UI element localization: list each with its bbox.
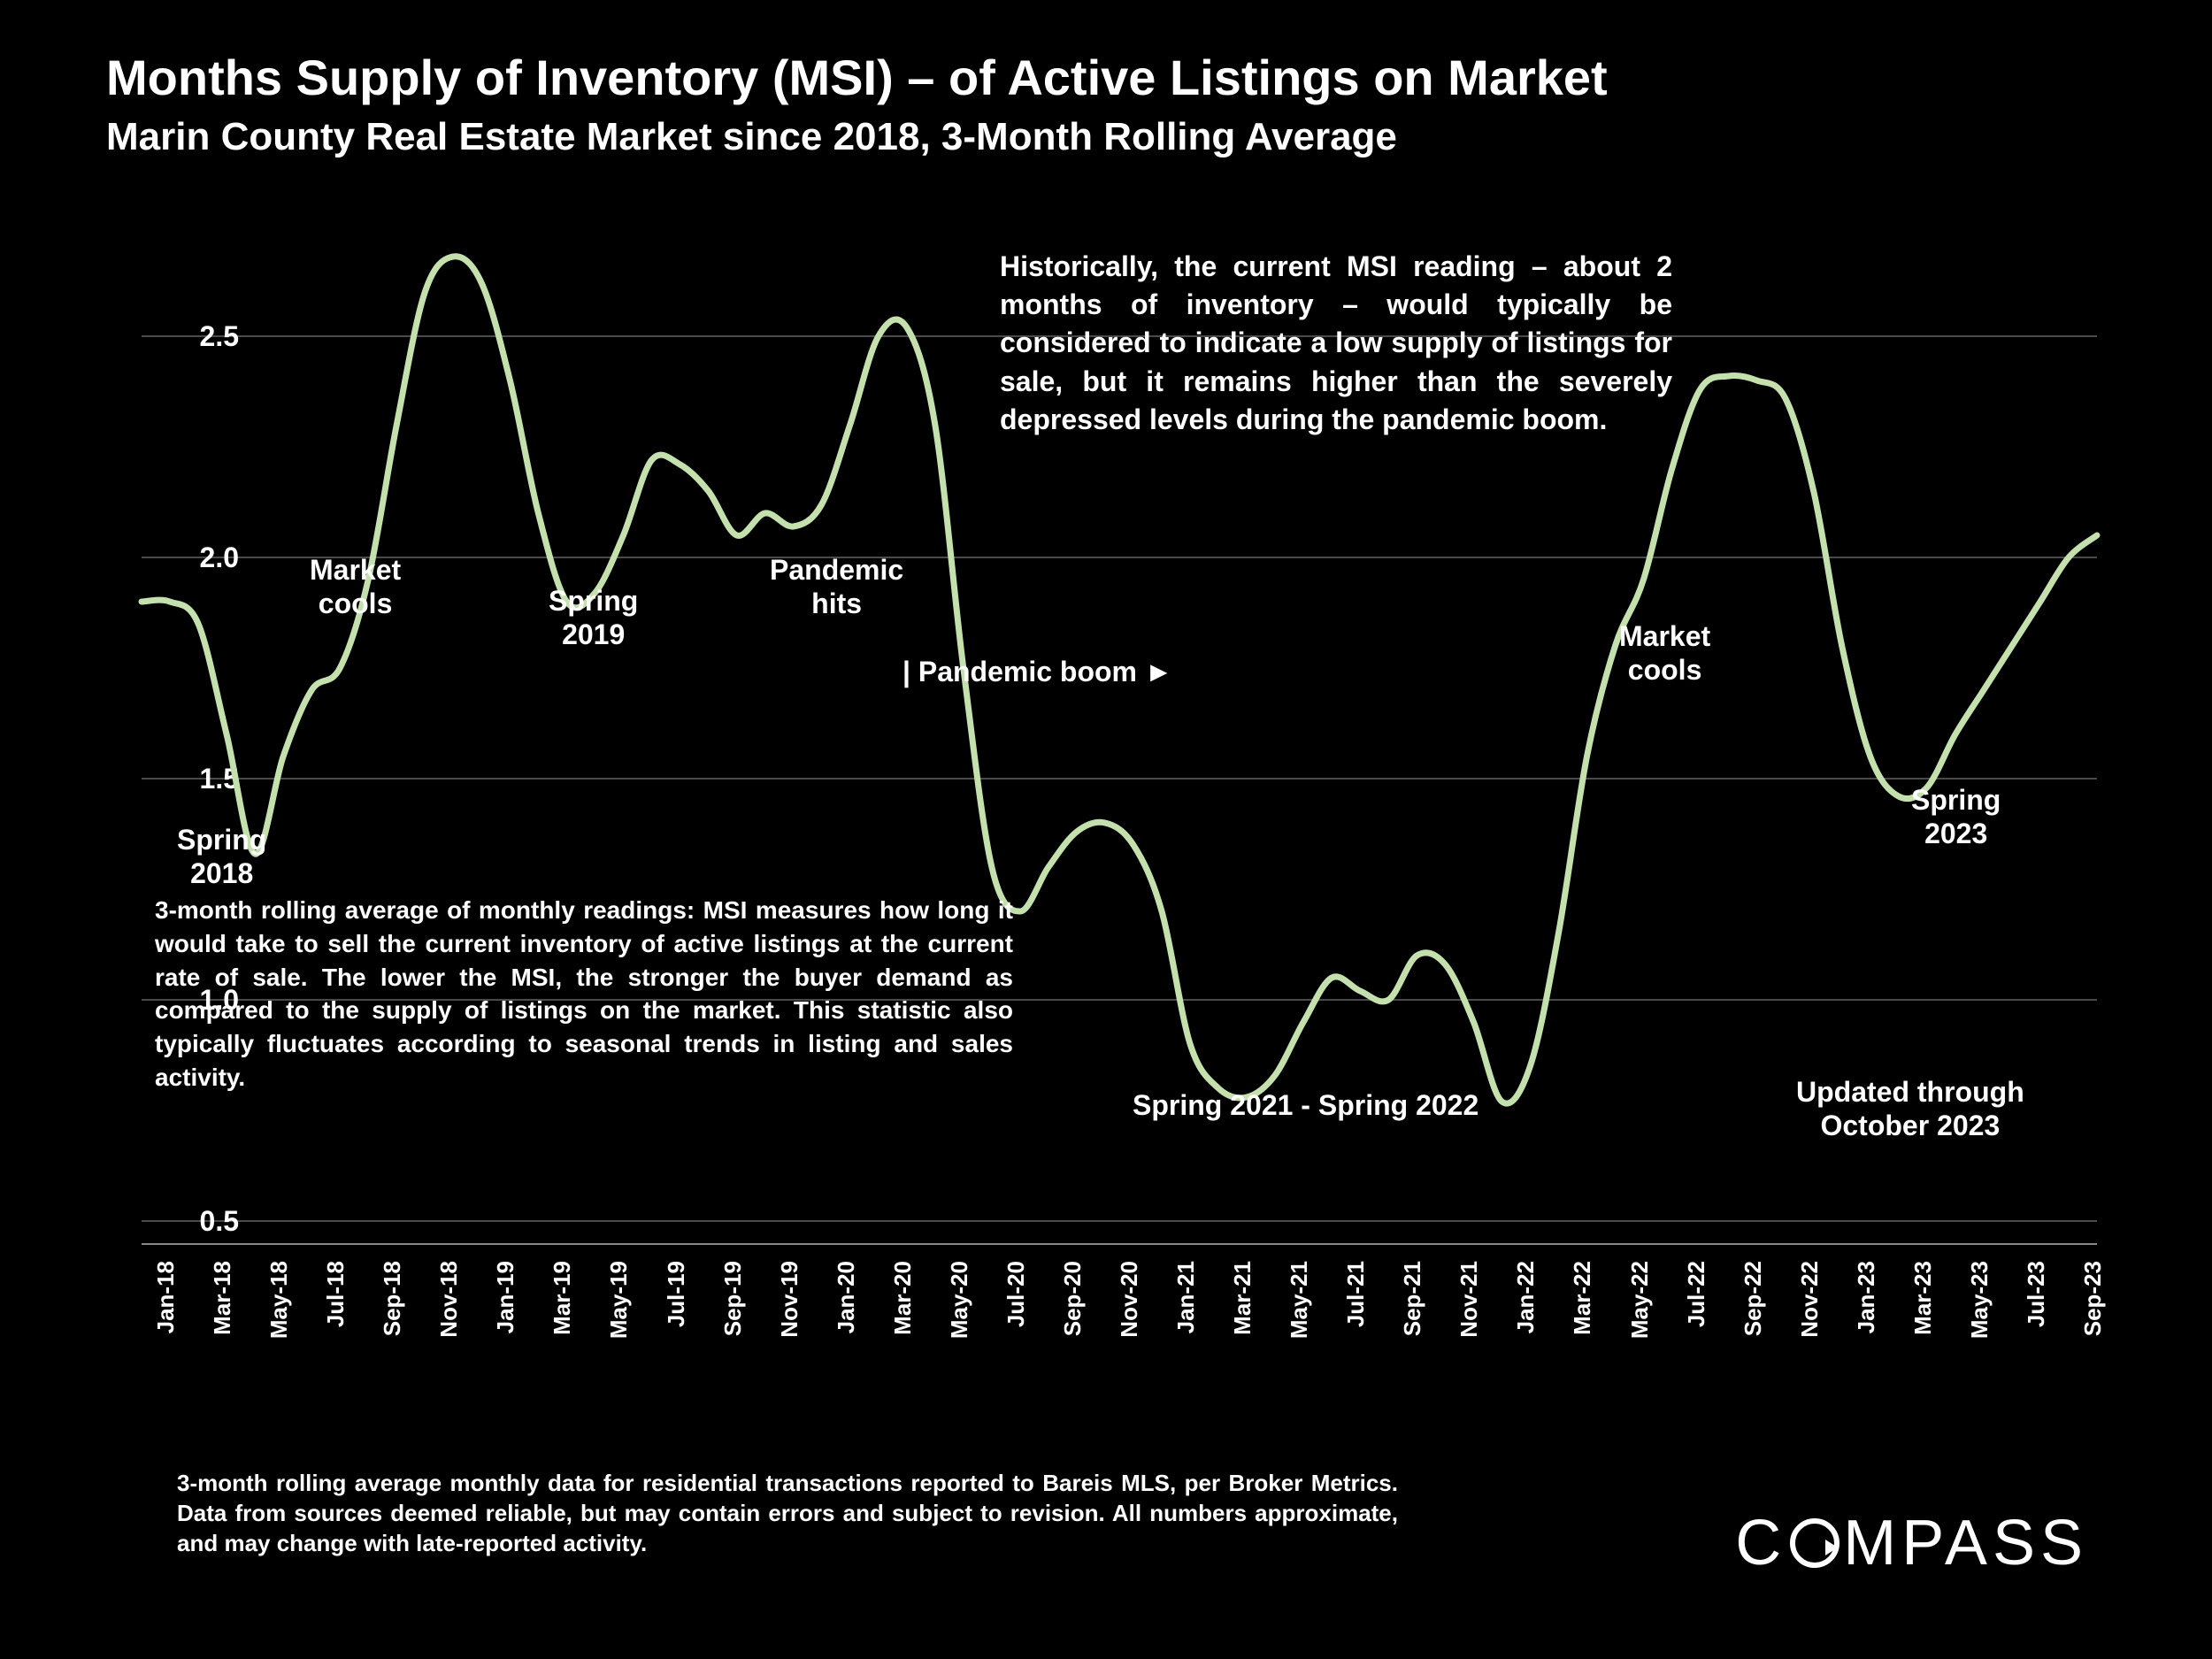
chart-subtitle: Marin County Real Estate Market since 20… <box>106 115 1397 159</box>
x-tick-label: Sep-20 <box>1059 1261 1087 1385</box>
x-tick-label: Jul-18 <box>322 1261 349 1385</box>
x-tick-label: Jan-21 <box>1172 1261 1200 1385</box>
x-tick-label: Nov-18 <box>435 1261 463 1385</box>
x-tick-label: Mar-20 <box>889 1261 917 1385</box>
x-tick-label: Jul-22 <box>1683 1261 1710 1385</box>
footer-disclaimer: 3-month rolling average monthly data for… <box>177 1469 1398 1558</box>
x-tick-label: Nov-22 <box>1796 1261 1824 1385</box>
x-tick-label: Nov-19 <box>776 1261 803 1385</box>
annotation-spring-2023: Spring2023 <box>1911 783 2001 851</box>
x-tick-label: Sep-19 <box>719 1261 747 1385</box>
x-tick-label: Jan-22 <box>1512 1261 1540 1385</box>
x-tick-label: Sep-21 <box>1399 1261 1426 1385</box>
x-tick-label: Nov-21 <box>1455 1261 1483 1385</box>
x-tick-label: Mar-22 <box>1569 1261 1596 1385</box>
x-tick-label: Sep-23 <box>2079 1261 2107 1385</box>
x-tick-label: Jul-20 <box>1002 1261 1030 1385</box>
compass-logo: C MPASS <box>1735 1507 2088 1579</box>
commentary-top: Historically, the current MSI reading – … <box>1000 248 1672 439</box>
x-tick-label: Sep-18 <box>379 1261 406 1385</box>
compass-icon <box>1790 1518 1839 1568</box>
x-tick-label: Nov-20 <box>1116 1261 1143 1385</box>
slide: Months Supply of Inventory (MSI) – of Ac… <box>0 0 2212 1659</box>
logo-letter: C <box>1735 1507 1786 1579</box>
x-tick-label: May-23 <box>1966 1261 1993 1385</box>
x-axis-line <box>142 1243 2097 1245</box>
x-tick-label: Mar-23 <box>1909 1261 1937 1385</box>
x-tick-label: Jul-21 <box>1342 1261 1370 1385</box>
annotation-pandemic-hits: Pandemichits <box>770 553 903 621</box>
x-tick-label: Jul-23 <box>2023 1261 2050 1385</box>
x-tick-label: May-22 <box>1626 1261 1654 1385</box>
x-tick-label: Jan-23 <box>1853 1261 1880 1385</box>
x-tick-label: Mar-21 <box>1229 1261 1256 1385</box>
x-tick-label: May-21 <box>1286 1261 1313 1385</box>
logo-letters: MPASS <box>1843 1507 2088 1579</box>
x-tick-label: Mar-18 <box>209 1261 236 1385</box>
annotation-market-cools-1: Marketcools <box>310 553 401 621</box>
x-tick-label: Jan-18 <box>152 1261 180 1385</box>
chart-title: Months Supply of Inventory (MSI) – of Ac… <box>106 49 1608 106</box>
commentary-mid: 3-month rolling average of monthly readi… <box>155 894 1013 1094</box>
x-tick-label: May-20 <box>946 1261 973 1385</box>
annotation-pandemic-boom: | Pandemic boom ► <box>902 655 1173 688</box>
x-tick-label: May-19 <box>605 1261 633 1385</box>
x-tick-label: Jan-20 <box>833 1261 860 1385</box>
annotation-market-cools-2: Marketcools <box>1619 619 1710 687</box>
annotation-updated: Updated throughOctober 2023 <box>1796 1075 2024 1143</box>
annotation-spring-2019: Spring2019 <box>549 584 638 652</box>
annotation-spring-2018: Spring2018 <box>177 823 266 891</box>
x-tick-label: Jan-19 <box>492 1261 519 1385</box>
annotation-spring-2021-2022: Spring 2021 - Spring 2022 <box>1133 1088 1479 1122</box>
x-tick-label: Jul-19 <box>663 1261 690 1385</box>
x-tick-label: Sep-22 <box>1740 1261 1767 1385</box>
x-tick-label: Mar-19 <box>549 1261 576 1385</box>
x-tick-label: May-18 <box>265 1261 293 1385</box>
